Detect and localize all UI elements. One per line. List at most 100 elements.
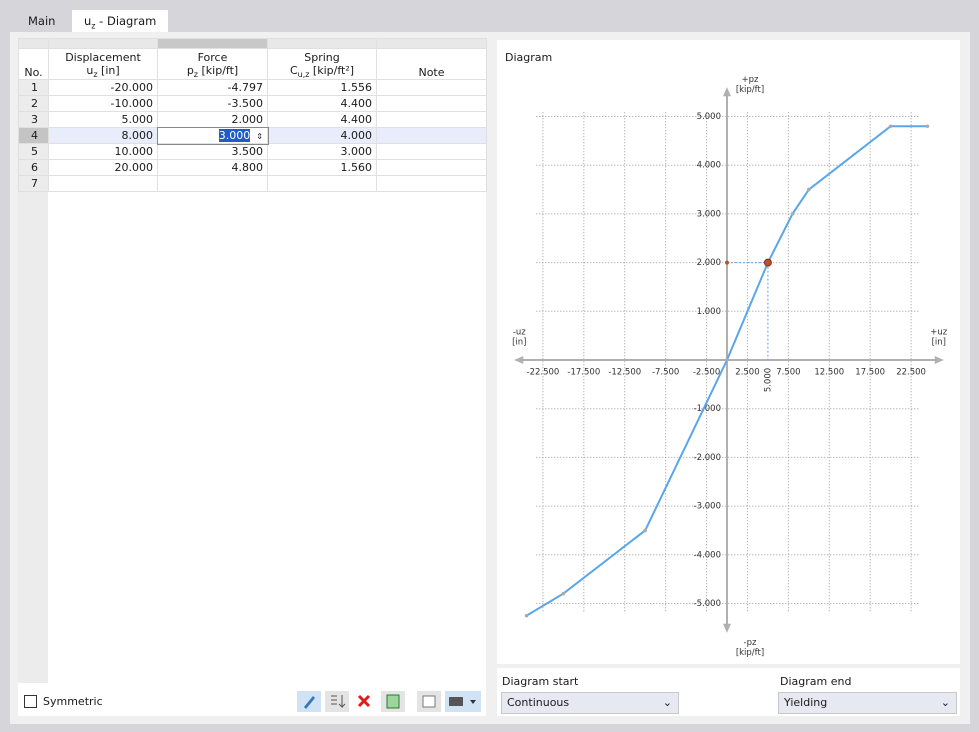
- header-title: No.: [24, 66, 43, 79]
- table-cell: 3.500: [157, 143, 268, 160]
- table-cell: [376, 95, 487, 112]
- table-cell: 3.000: [267, 143, 377, 160]
- cell-text: 4.400: [340, 97, 373, 110]
- cell-text: 1: [31, 81, 38, 94]
- y-tick-label: -3.000: [694, 502, 721, 512]
- x-tick-label: -7.500: [652, 368, 679, 378]
- column-header: Spring Cu,z [kip/ft²]: [267, 48, 377, 80]
- cell-text: 3.000: [340, 145, 373, 158]
- table-cell: 5: [18, 143, 49, 160]
- table-cell: [157, 175, 268, 192]
- header-title: Displacement: [65, 50, 141, 64]
- cell-text: 5.000: [121, 113, 154, 126]
- cell-text: -3.500: [227, 97, 263, 110]
- column-header: No.: [18, 48, 49, 80]
- header-unit: uz [in]: [53, 64, 153, 79]
- table-cell: [376, 143, 487, 160]
- table-cell: [48, 175, 158, 192]
- table-row: 7: [18, 175, 487, 192]
- checkbox[interactable]: [24, 695, 37, 708]
- table-cell: 10.000: [48, 143, 158, 160]
- point: [524, 613, 529, 618]
- field-label: Diagram end: [780, 675, 852, 688]
- cell-text: 4.400: [340, 113, 373, 126]
- tab-label: Main: [28, 14, 56, 28]
- table-cell: -10.000: [48, 95, 158, 112]
- table-cell: 4.400: [267, 111, 377, 128]
- table-cell: [376, 79, 487, 96]
- tool-button[interactable]: [325, 691, 349, 712]
- header-symbol: u: [86, 63, 94, 77]
- table-cell: [267, 175, 377, 192]
- table-cell: [376, 111, 487, 128]
- y-tick-label: -2.000: [694, 453, 721, 463]
- cell-text: 7: [31, 177, 38, 190]
- table-cell: 5.000: [48, 111, 158, 128]
- point: [643, 528, 647, 533]
- table-cell: [376, 127, 487, 144]
- axis-label: +uz: [930, 328, 948, 338]
- cell-text: 8.000: [121, 129, 154, 142]
- point: [925, 124, 930, 129]
- cell-editor[interactable]: 3.000: [218, 129, 251, 142]
- table-row: 6 20.000 4.800 1.560: [18, 159, 487, 176]
- axis-label: [in]: [932, 338, 946, 348]
- header-title: Note: [418, 66, 445, 79]
- tab-label: - Diagram: [95, 14, 157, 28]
- header-symbol: C: [289, 63, 298, 77]
- table-cell: 4.800: [157, 159, 268, 176]
- checkbox-label: Symmetric: [43, 695, 103, 708]
- table-cell: 8.000: [48, 127, 158, 144]
- y-tick-label: 3.000: [697, 209, 721, 219]
- x-tick-label: -2.500: [693, 368, 720, 378]
- y-tick-label: -4.000: [694, 550, 721, 560]
- cell-text: -20.000: [110, 81, 153, 94]
- tool-button[interactable]: [357, 694, 371, 708]
- diagram-panel: [497, 40, 960, 664]
- table-cell: 3.000 ⇕: [156, 126, 269, 145]
- table-cell: 1.556: [267, 79, 377, 96]
- header-sub: u,z: [297, 70, 310, 79]
- axis-label: [in]: [512, 338, 526, 348]
- table: No. Displacement uz [in] Force pz [kip/ft] Sp…: [18, 38, 487, 192]
- table-cell: [376, 159, 487, 176]
- tab-main[interactable]: Main: [16, 10, 67, 32]
- point: [790, 212, 795, 216]
- table-cell: 2.000: [157, 111, 268, 128]
- cell-text: 10.000: [114, 145, 154, 158]
- table-cell: 4: [18, 127, 49, 144]
- column-header: Displacement uz [in]: [48, 48, 158, 80]
- icon: [422, 695, 436, 708]
- dropdown-value: Continuous: [507, 696, 570, 709]
- axis-label: [kip/ft]: [736, 85, 764, 95]
- icon: [386, 694, 400, 709]
- cell-text: 4.000: [340, 129, 373, 142]
- cell-text: 3: [31, 113, 38, 126]
- tab-diagram[interactable]: uz - Diagram: [72, 10, 169, 32]
- tab-label: u: [84, 14, 92, 28]
- table-row: 2 -10.000 -3.500 4.400: [18, 95, 487, 112]
- y-tick-label: 4.000: [697, 161, 721, 171]
- column-header: Note: [376, 48, 487, 80]
- spinner: ⇕: [256, 132, 263, 141]
- toolbar: [297, 691, 481, 712]
- icon: [331, 695, 346, 709]
- header-unit: Cu,z [kip/ft²]: [272, 64, 372, 79]
- table-cell: [376, 175, 487, 192]
- table-row: 1 -20.000 -4.797 1.556: [18, 79, 487, 96]
- cell-text: 2.000: [231, 113, 264, 126]
- dropdown[interactable]: Yielding ⌄: [778, 692, 957, 714]
- dropdown[interactable]: Continuous ⌄: [501, 692, 679, 714]
- cell-text: 6: [31, 161, 38, 174]
- table-cell: -20.000: [48, 79, 158, 96]
- icon: [470, 700, 476, 704]
- table-cell: 4.400: [267, 95, 377, 112]
- axis-label: +pz: [742, 75, 760, 85]
- header-unit-text: [kip/ft]: [198, 63, 239, 77]
- cell-text: -10.000: [110, 97, 153, 110]
- cell-text: 1.560: [340, 161, 373, 174]
- x-tick-label: -22.500: [527, 368, 560, 378]
- point: [807, 187, 811, 192]
- table-row: 5 10.000 3.500 3.000: [18, 143, 487, 160]
